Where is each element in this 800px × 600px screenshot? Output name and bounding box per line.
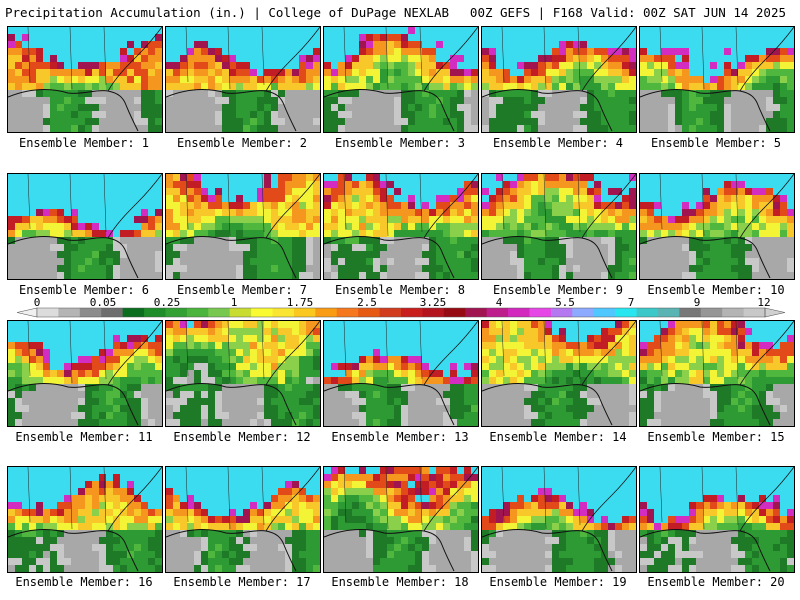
ensemble-map-17 — [165, 466, 321, 573]
ensemble-map-15 — [639, 320, 795, 427]
ensemble-member-label: Ensemble Member: 2 — [176, 136, 308, 150]
ensemble-member-label: Ensemble Member: 15 — [647, 430, 785, 444]
ensemble-member-label: Ensemble Member: 16 — [15, 575, 153, 589]
colorbar-tick-label: 0.25 — [154, 296, 181, 309]
ensemble-map-20 — [639, 466, 795, 573]
ensemble-map-18 — [323, 466, 479, 573]
ensemble-map-5 — [639, 26, 795, 133]
ensemble-member-label: Ensemble Member: 18 — [331, 575, 469, 589]
colorbar-tick-label: 9 — [694, 296, 701, 309]
ensemble-member-label: Ensemble Member: 11 — [15, 430, 153, 444]
ensemble-member-label: Ensemble Member: 13 — [331, 430, 469, 444]
colorbar-tick-label: 0.05 — [90, 296, 117, 309]
colorbar-tick-label: 1.75 — [287, 296, 314, 309]
ensemble-member-label: Ensemble Member: 5 — [650, 136, 782, 150]
ensemble-member-label: Ensemble Member: 17 — [173, 575, 311, 589]
precip-colorbar: 0 0.05 0.25 1 1.75 2.5 3.25 4 5.5 7 9 12 — [0, 296, 800, 320]
colorbar-tick-label: 0 — [34, 296, 41, 309]
ensemble-member-label: Ensemble Member: 1 — [18, 136, 150, 150]
colorbar-tick-label: 1 — [231, 296, 238, 309]
ensemble-map-12 — [165, 320, 321, 427]
ensemble-member-label: Ensemble Member: 4 — [492, 136, 624, 150]
ensemble-member-label: Ensemble Member: 14 — [489, 430, 627, 444]
colorbar-tick-label: 2.5 — [357, 296, 377, 309]
ensemble-map-19 — [481, 466, 637, 573]
colorbar-tick-label: 7 — [628, 296, 635, 309]
ensemble-member-label: Ensemble Member: 10 — [647, 283, 785, 297]
ensemble-member-label: Ensemble Member: 8 — [334, 283, 466, 297]
ensemble-map-8 — [323, 173, 479, 280]
ensemble-member-label: Ensemble Member: 9 — [492, 283, 624, 297]
ensemble-map-14 — [481, 320, 637, 427]
colorbar-tick-label: 5.5 — [555, 296, 575, 309]
ensemble-map-2 — [165, 26, 321, 133]
colorbar-tick-label: 3.25 — [420, 296, 447, 309]
ensemble-map-9 — [481, 173, 637, 280]
ensemble-member-label: Ensemble Member: 7 — [176, 283, 308, 297]
ensemble-member-label: Ensemble Member: 3 — [334, 136, 466, 150]
ensemble-map-6 — [7, 173, 163, 280]
ensemble-member-label: Ensemble Member: 19 — [489, 575, 627, 589]
ensemble-member-label: Ensemble Member: 6 — [18, 283, 150, 297]
colorbar-tick-label: 4 — [496, 296, 503, 309]
ensemble-member-label: Ensemble Member: 12 — [173, 430, 311, 444]
ensemble-map-10 — [639, 173, 795, 280]
ensemble-map-16 — [7, 466, 163, 573]
map-title: Precipitation Accumulation (in.) | Colle… — [5, 5, 450, 20]
ensemble-map-3 — [323, 26, 479, 133]
colorbar-tick-label: 12 — [757, 296, 770, 309]
ensemble-member-label: Ensemble Member: 20 — [647, 575, 785, 589]
ensemble-map-13 — [323, 320, 479, 427]
ensemble-map-7 — [165, 173, 321, 280]
model-run-info: 00Z GEFS | F168 Valid: 00Z SAT JUN 14 20… — [469, 5, 786, 20]
ensemble-map-1 — [7, 26, 163, 133]
ensemble-map-11 — [7, 320, 163, 427]
ensemble-map-4 — [481, 26, 637, 133]
